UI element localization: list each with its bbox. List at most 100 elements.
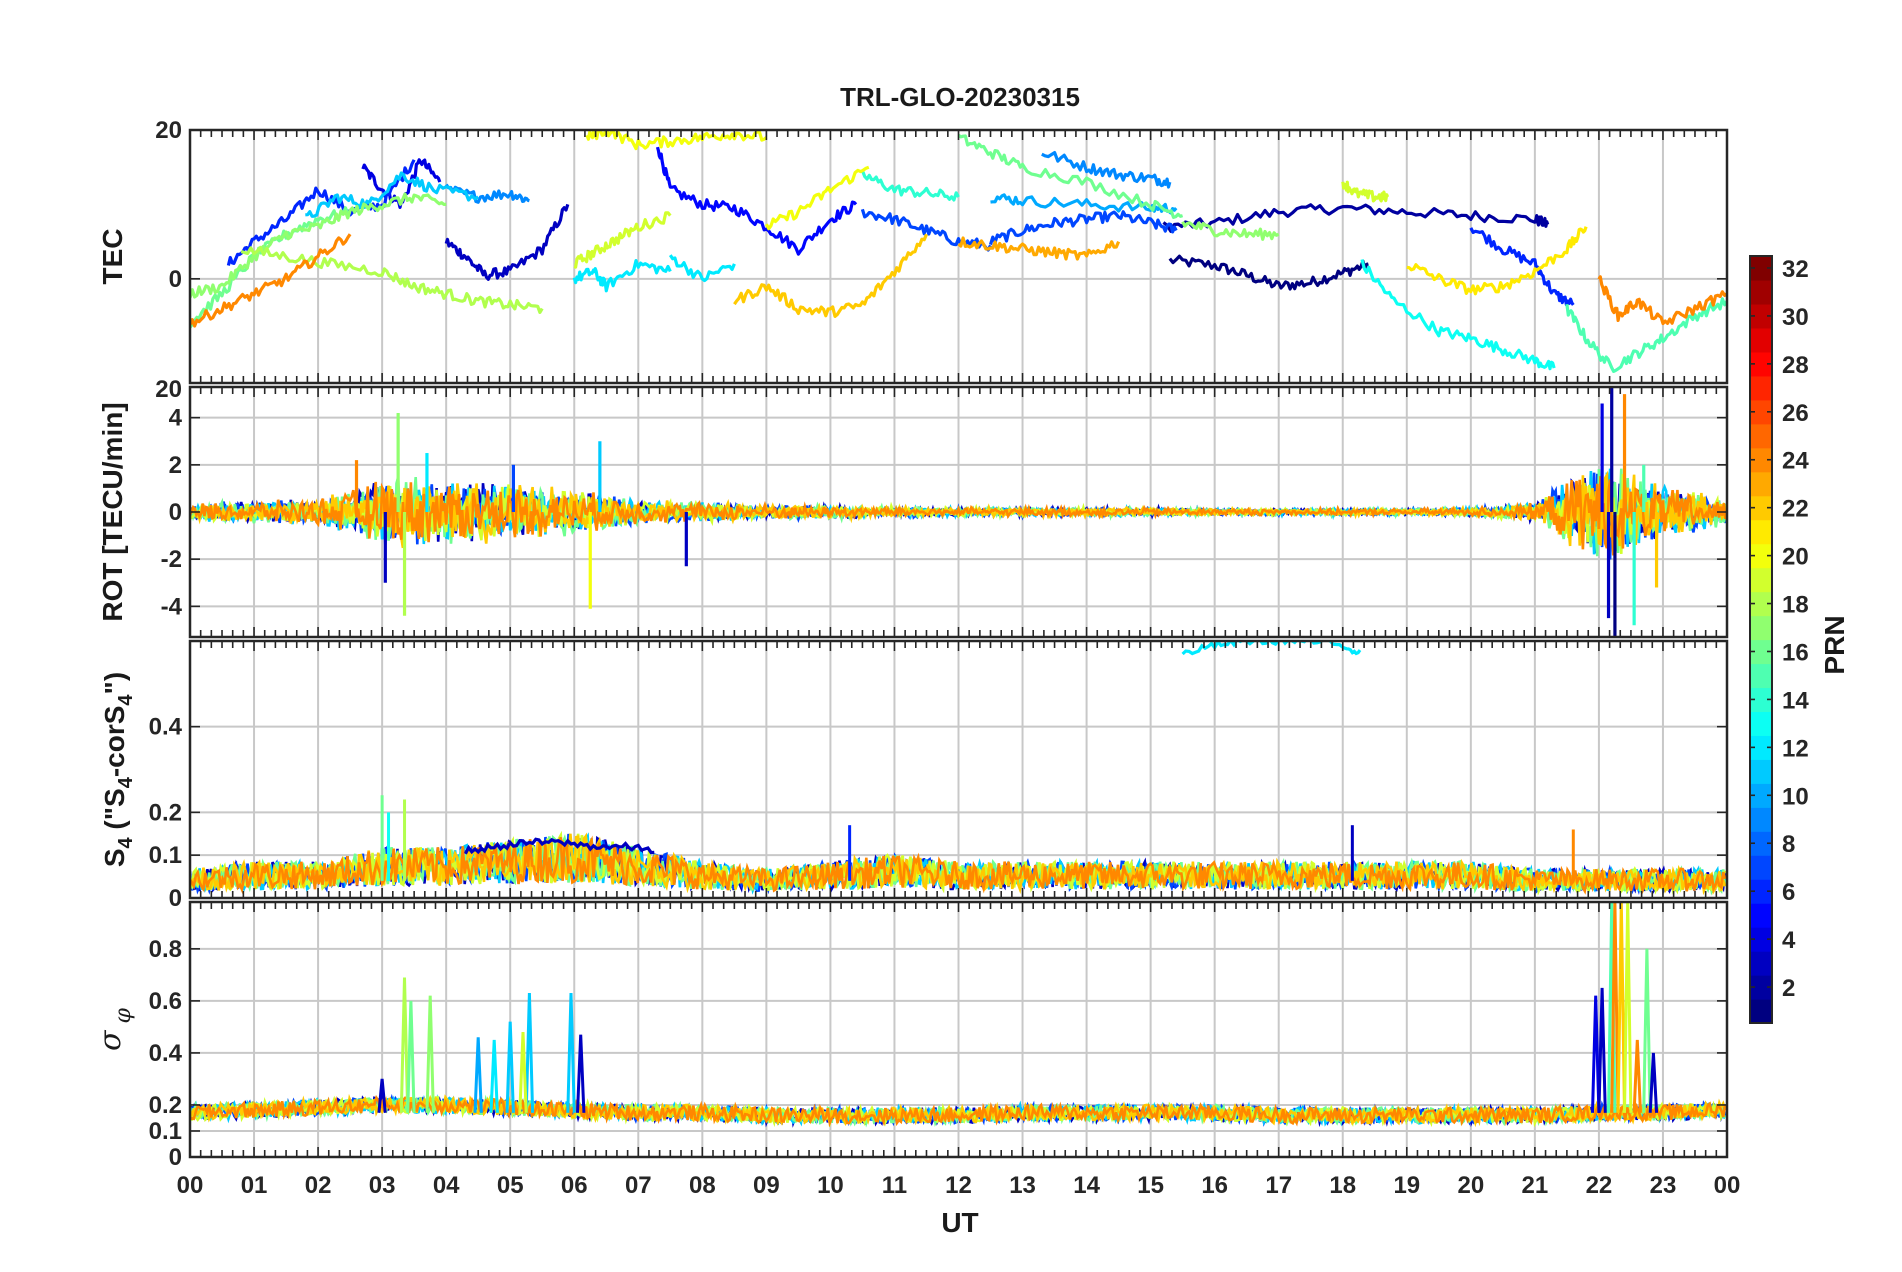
colorbar-segment xyxy=(1750,759,1772,784)
colorbar-segment xyxy=(1750,351,1772,377)
colorbar-frame xyxy=(1749,255,1773,1024)
tec-series xyxy=(305,171,479,218)
y-tick-label: 0.6 xyxy=(149,988,182,1015)
tec-series xyxy=(1597,275,1727,326)
sigma-spike xyxy=(1623,902,1633,1113)
colorbar-segment xyxy=(1750,519,1772,545)
tec-series xyxy=(226,159,416,266)
colorbar-segment xyxy=(1750,687,1772,713)
y-axis-label: ROT [TECU/min] xyxy=(97,402,128,621)
panel-s4: 0 0.1 0.2 0.4 S4 ("S4-corS4") xyxy=(99,639,1729,912)
colorbar-segment xyxy=(1750,903,1772,928)
colorbar-segment xyxy=(1750,591,1772,617)
s4-series xyxy=(190,832,1727,895)
colorbar-tick-label: 26 xyxy=(1782,400,1809,427)
x-tick-label: 09 xyxy=(753,1172,780,1199)
colorbar-label: PRN xyxy=(1819,615,1850,674)
tec-series xyxy=(1469,227,1575,307)
colorbar-tick-label: 32 xyxy=(1782,256,1809,283)
colorbar-segment xyxy=(1750,999,1772,1024)
sigma-spike xyxy=(1648,1052,1659,1113)
y-tick-label: 0 xyxy=(169,499,182,526)
s4-series xyxy=(190,835,1727,896)
colorbar-segment xyxy=(1750,855,1772,880)
y-tick-label: 0 xyxy=(169,266,182,293)
colorbar-tick-label: 22 xyxy=(1782,496,1809,523)
tec-series xyxy=(572,259,672,293)
colorbar-segment xyxy=(1750,399,1772,425)
tec-series xyxy=(1360,259,1556,371)
x-tick-label: 23 xyxy=(1650,1172,1677,1199)
sigma-spike xyxy=(1632,1039,1642,1113)
tec-series xyxy=(1341,180,1390,203)
s4-elevated-series xyxy=(463,837,655,855)
y-axis-label: S4 ("S4-corS4") xyxy=(99,672,137,867)
x-tick-label: 05 xyxy=(497,1172,524,1199)
tec-series xyxy=(1406,226,1588,296)
y-tick-label: 2 xyxy=(169,452,182,479)
y-tick-label: 20 xyxy=(155,117,182,144)
x-tick-label: 02 xyxy=(305,1172,332,1199)
panel-rot: -4 -2 0 2 420 ROT [TECU/min] xyxy=(97,376,1729,639)
colorbar-segment xyxy=(1750,975,1772,1000)
colorbar-segment xyxy=(1750,711,1772,736)
colorbar-segment xyxy=(1750,831,1772,856)
x-tick-label: 06 xyxy=(561,1172,588,1199)
sigma-spike xyxy=(377,1078,387,1113)
x-tick-label: 16 xyxy=(1201,1172,1228,1199)
y-tick-label: 0 xyxy=(169,1144,182,1171)
colorbar-tick-label: 10 xyxy=(1782,783,1809,810)
x-tick-label: 04 xyxy=(433,1172,460,1199)
panel-data xyxy=(190,641,1727,896)
tec-series xyxy=(444,203,570,281)
x-tick-label: 12 xyxy=(945,1172,972,1199)
y-tick-label: -2 xyxy=(161,546,182,573)
tec-series xyxy=(1162,203,1550,233)
panel-data xyxy=(190,387,1727,637)
colorbar-segment xyxy=(1750,807,1772,832)
y-tick-label: 0.8 xyxy=(149,936,182,963)
sigma-spike xyxy=(473,1037,483,1113)
tec-series xyxy=(655,146,858,256)
sigma-spike xyxy=(406,1000,416,1113)
x-tick-label: 00 xyxy=(177,1172,204,1199)
colorbar-tick-label: 12 xyxy=(1782,735,1809,762)
sigma-spike xyxy=(1597,987,1607,1113)
colorbar-segment xyxy=(1750,303,1772,329)
tec-series xyxy=(1168,254,1369,291)
tec-series xyxy=(668,254,736,283)
x-axis-label: UT xyxy=(941,1207,978,1238)
colorbar-segment xyxy=(1750,256,1772,281)
colorbar-segment xyxy=(1750,615,1772,641)
tec-series xyxy=(860,169,960,202)
tec-series xyxy=(585,130,768,151)
colorbar-segment xyxy=(1750,327,1772,353)
colorbar-tick-label: 20 xyxy=(1782,544,1809,571)
colorbar-tick-label: 14 xyxy=(1782,687,1809,714)
x-tick-label: 11 xyxy=(882,1172,907,1199)
x-tick-label: 14 xyxy=(1073,1172,1100,1199)
sigma-spike xyxy=(489,1039,499,1113)
colorbar-segment xyxy=(1750,423,1772,449)
y-tick-label: 0 xyxy=(169,885,182,912)
colorbar-segment xyxy=(1750,567,1772,593)
x-tick-label: 21 xyxy=(1522,1172,1549,1199)
colorbar-segment xyxy=(1750,375,1772,401)
y-tick-label-overlap: 20 xyxy=(155,376,182,403)
colorbar-segment xyxy=(1750,543,1772,569)
chart-title: TRL-GLO-20230315 xyxy=(840,82,1080,112)
tec-series xyxy=(573,211,672,269)
y-tick-label: 0.1 xyxy=(149,1118,182,1145)
tec-series xyxy=(1041,151,1172,189)
sigma-spike xyxy=(1616,902,1626,1113)
colorbar-segment xyxy=(1750,783,1772,808)
x-tick-label: 15 xyxy=(1137,1172,1164,1199)
y-axis-label: TEC xyxy=(97,229,128,285)
y-tick-label: 0.1 xyxy=(149,842,182,869)
x-tick-label: 03 xyxy=(369,1172,396,1199)
colorbar-tick-label: 8 xyxy=(1782,831,1795,858)
colorbar-tick-label: 18 xyxy=(1782,592,1809,619)
colorbar-segment xyxy=(1750,279,1772,305)
sigma-spike xyxy=(1610,902,1620,1113)
sigma-spike xyxy=(576,1034,586,1113)
